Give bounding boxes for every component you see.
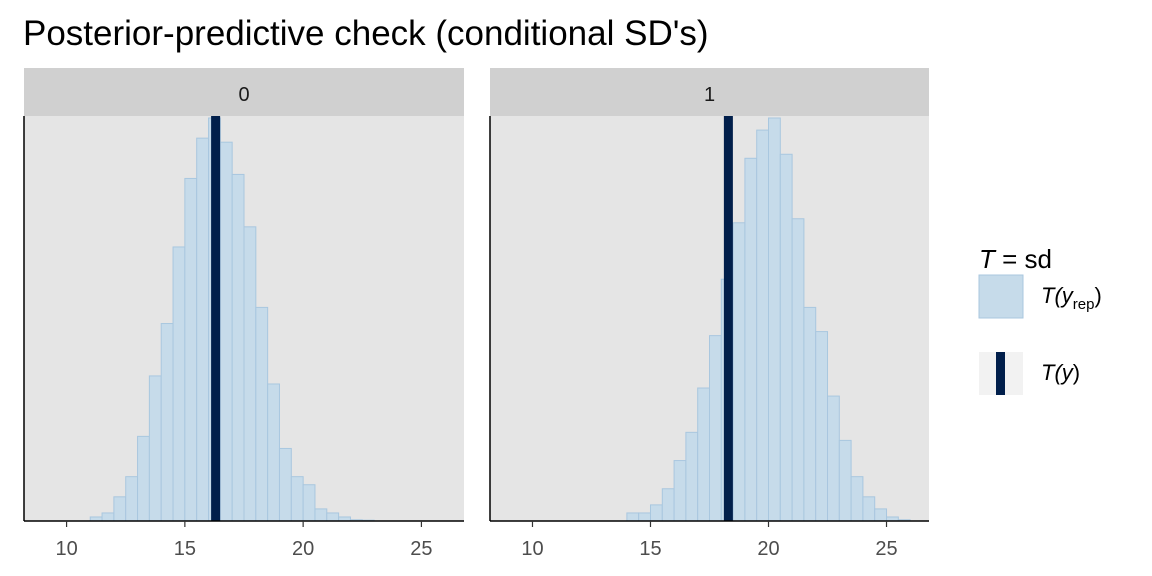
- facet-panels: 0 10 15 20 25 1 10 15 20 25: [23, 68, 929, 560]
- observed-line-icon: [996, 352, 1005, 395]
- histogram-bar: [302, 484, 316, 522]
- x-tick-label: 25: [875, 538, 897, 560]
- histogram-bar: [815, 331, 829, 522]
- histogram-bar: [744, 157, 758, 522]
- x-tick-label: 10: [521, 538, 543, 560]
- histogram-bar: [184, 177, 198, 522]
- histogram-bar: [838, 439, 852, 522]
- x-tick-label: 15: [639, 538, 661, 560]
- histogram-bar: [219, 141, 233, 522]
- histogram-bar: [791, 218, 805, 522]
- histogram-bar: [290, 476, 304, 522]
- x-tick-label: 20: [292, 538, 314, 560]
- histogram-bar: [661, 488, 675, 522]
- facet-strip-0: [24, 68, 464, 116]
- legend: T = sd T(yrep) T(y): [978, 244, 1102, 395]
- x-tick-label: 20: [757, 538, 779, 560]
- chart-title: Posterior-predictive check (conditional …: [23, 14, 709, 53]
- legend-title: T = sd: [979, 244, 1052, 274]
- histogram-bar: [756, 129, 770, 522]
- histogram-bar: [125, 476, 139, 522]
- legend-label-observed: T(y): [1041, 360, 1080, 385]
- histogram-bar: [779, 153, 793, 522]
- histogram-bar: [638, 512, 651, 522]
- histogram-bar: [685, 431, 699, 522]
- histogram-bar: [278, 447, 292, 522]
- histogram-bar: [850, 476, 864, 522]
- histogram-bar: [243, 226, 257, 522]
- histogram-bar: [768, 117, 781, 522]
- histogram-bar: [732, 222, 746, 522]
- x-tick-label: 10: [55, 538, 77, 560]
- histogram-bar: [137, 435, 150, 522]
- observed-stat-line: [723, 116, 733, 521]
- facet-strip-label: 1: [704, 84, 715, 106]
- histogram-bar: [196, 137, 210, 522]
- histogram-bar: [255, 306, 269, 522]
- histogram-bar: [113, 496, 127, 522]
- histogram-bar: [827, 395, 840, 522]
- observed-stat-line: [211, 116, 221, 521]
- histogram-bar: [231, 173, 245, 522]
- x-tick-label: 15: [174, 538, 196, 560]
- rep-swatch-icon: [978, 274, 1024, 319]
- facet-strip-label: 0: [238, 84, 249, 106]
- histogram-bar: [172, 246, 186, 522]
- histogram-bar: [673, 460, 687, 522]
- x-tick-label: 25: [410, 538, 432, 560]
- histogram-bar: [649, 504, 663, 522]
- histogram-bar: [314, 508, 328, 522]
- histogram-bar: [803, 306, 817, 522]
- facet-strip-1: [490, 68, 929, 116]
- histogram-bar: [862, 496, 876, 522]
- histogram-bar: [326, 512, 340, 522]
- histogram-bar: [160, 323, 174, 522]
- histogram-bar: [709, 335, 722, 522]
- histogram-bar: [874, 508, 888, 522]
- histogram-bar: [626, 512, 640, 522]
- histogram-bar: [148, 375, 162, 522]
- histogram-bar: [267, 383, 280, 522]
- histogram-bar: [101, 512, 115, 522]
- legend-label-rep: T(yrep): [1041, 283, 1102, 313]
- histogram-bar: [697, 387, 710, 522]
